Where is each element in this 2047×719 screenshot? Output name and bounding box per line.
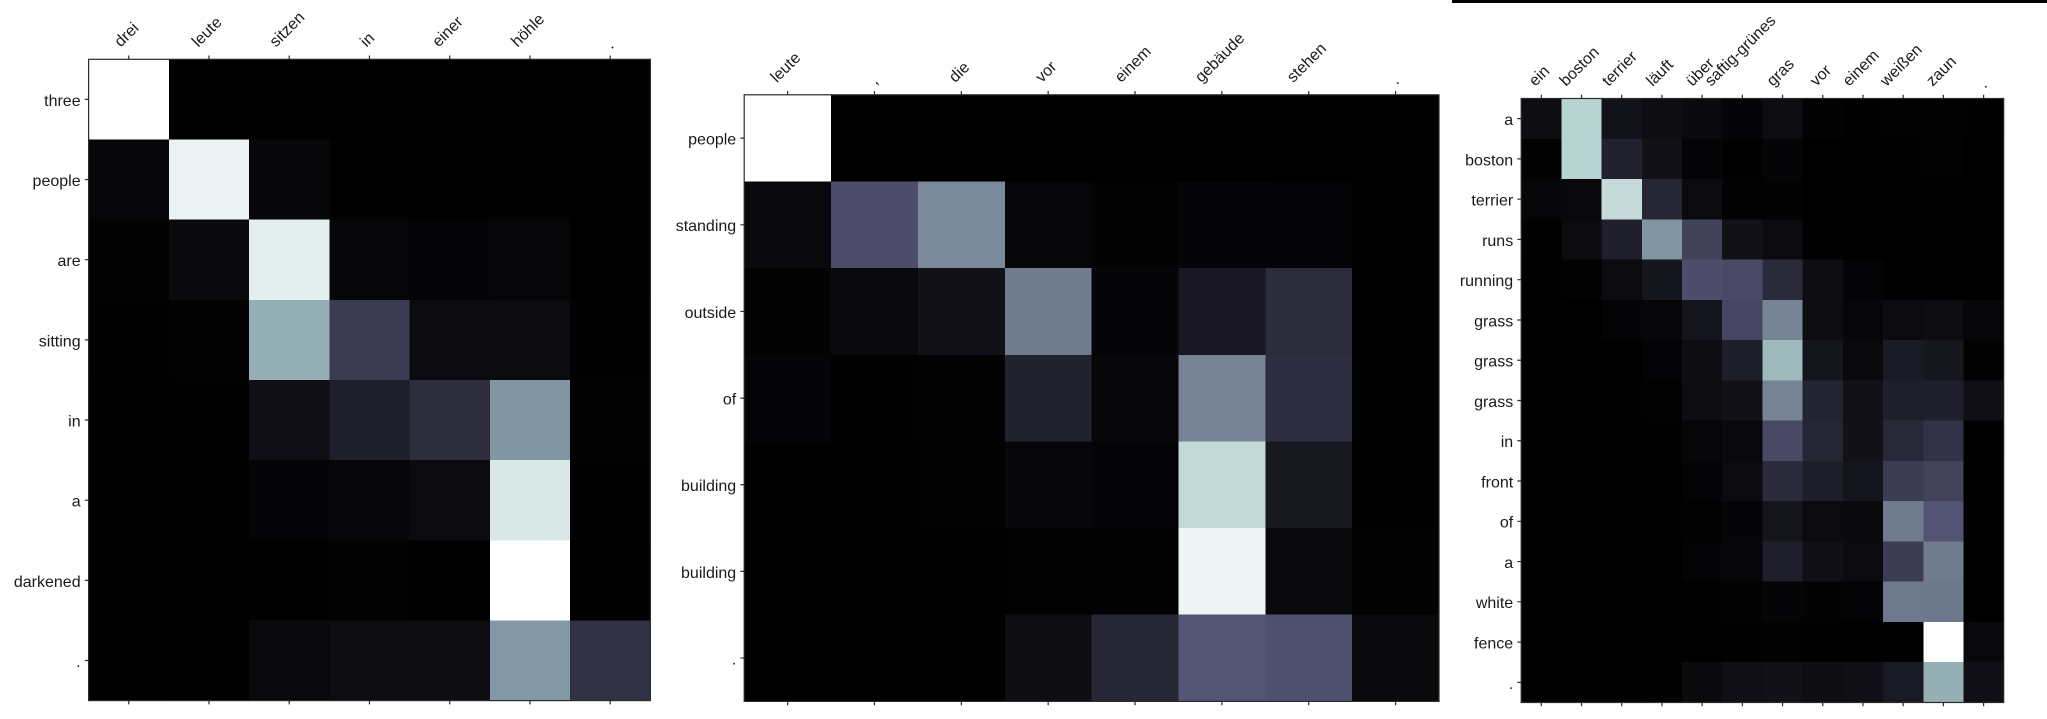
- svg-text:grass: grass: [1474, 354, 1513, 371]
- svg-text:are: are: [57, 253, 80, 270]
- svg-text:.: .: [732, 651, 736, 668]
- svg-text:people: people: [33, 173, 81, 190]
- svg-text:a: a: [1504, 555, 1513, 572]
- svg-text:grass: grass: [1474, 394, 1513, 411]
- svg-text:of: of: [1500, 515, 1514, 532]
- svg-text:grass: grass: [1474, 313, 1513, 330]
- svg-text:in: in: [68, 413, 80, 430]
- svg-text:of: of: [723, 392, 737, 409]
- svg-text:building: building: [681, 478, 736, 495]
- svg-text:people: people: [688, 132, 736, 149]
- svg-text:darkened: darkened: [14, 574, 81, 591]
- svg-text:a: a: [1504, 112, 1513, 129]
- svg-text:building: building: [681, 565, 736, 582]
- svg-text:in: in: [1501, 434, 1513, 451]
- svg-text:boston: boston: [1465, 152, 1513, 169]
- svg-text:standing: standing: [676, 218, 737, 235]
- svg-text:front: front: [1481, 474, 1514, 491]
- svg-text:runs: runs: [1482, 233, 1513, 250]
- svg-text:white: white: [1475, 595, 1513, 612]
- svg-text:sitting: sitting: [39, 333, 81, 350]
- svg-text:.: .: [1509, 676, 1513, 693]
- svg-text:three: three: [44, 93, 81, 110]
- svg-text:a: a: [72, 494, 81, 511]
- svg-text:fence: fence: [1474, 636, 1513, 653]
- svg-text:terrier: terrier: [1471, 193, 1513, 210]
- svg-text:outside: outside: [685, 305, 737, 322]
- svg-text:running: running: [1460, 273, 1513, 290]
- svg-text:.: .: [76, 654, 80, 671]
